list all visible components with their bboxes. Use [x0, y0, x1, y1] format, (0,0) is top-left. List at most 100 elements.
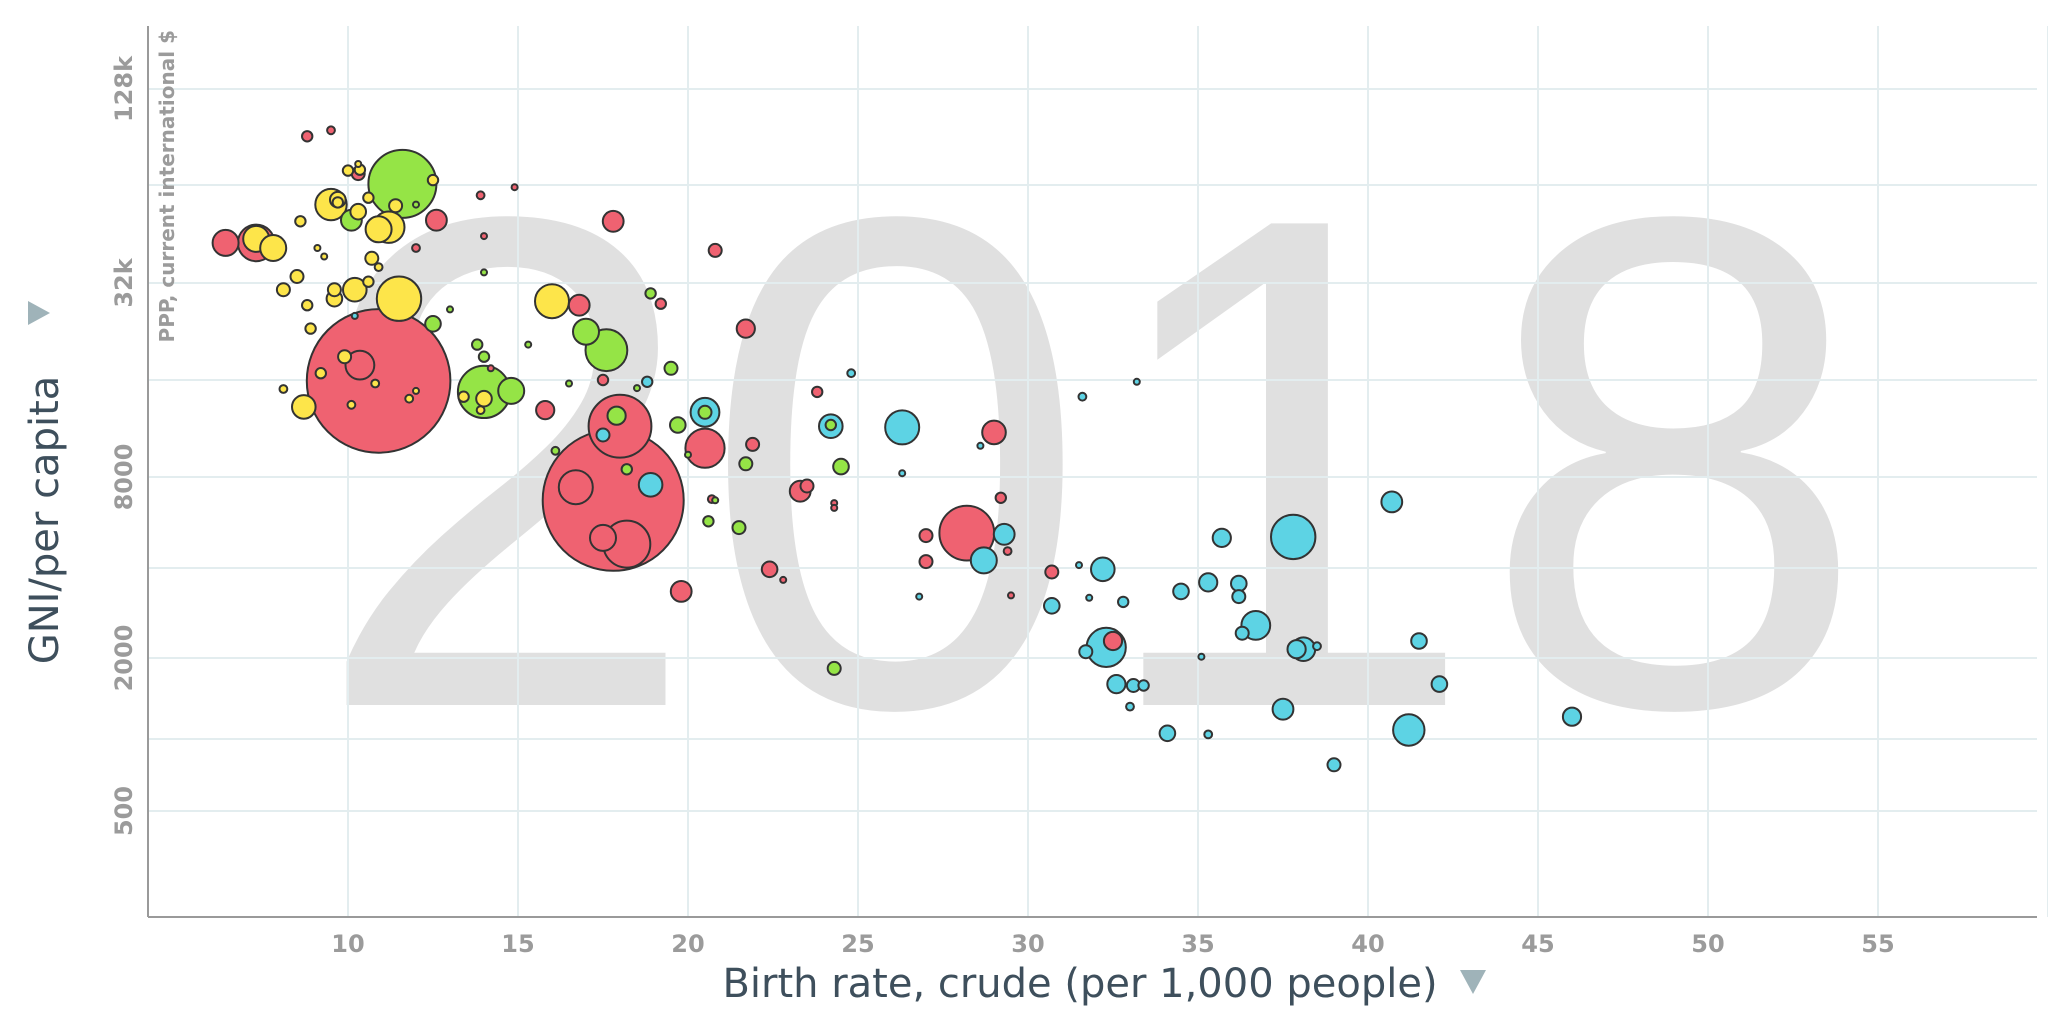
bubble-point[interactable]: [471, 338, 484, 351]
bubble-point[interactable]: [1271, 697, 1295, 721]
x-axis-title[interactable]: Birth rate, crude (per 1,000 people): [722, 961, 1437, 1007]
bubble-point[interactable]: [994, 491, 1007, 504]
bubble-point[interactable]: [1077, 391, 1088, 402]
bubble-point[interactable]: [1137, 679, 1150, 692]
bubble-point[interactable]: [535, 400, 556, 421]
bubble-point[interactable]: [846, 368, 857, 379]
bubble-point[interactable]: [341, 164, 355, 177]
bubble-point[interactable]: [1198, 572, 1219, 593]
bubble-point[interactable]: [370, 378, 381, 389]
bubble-point[interactable]: [595, 427, 611, 443]
bubble-point[interactable]: [350, 311, 359, 320]
bubble-point[interactable]: [702, 515, 715, 528]
bubble-point[interactable]: [373, 262, 384, 273]
bubble-point[interactable]: [824, 418, 837, 432]
y-axis-title-group[interactable]: GNI/per capita: [22, 301, 68, 664]
bubble-point[interactable]: [918, 554, 934, 570]
bubble-point[interactable]: [898, 469, 907, 478]
bubble-point[interactable]: [745, 436, 761, 452]
y-axis-menu-triangle-down-icon[interactable]: [28, 301, 50, 325]
bubble-point[interactable]: [663, 360, 679, 376]
bubble-point[interactable]: [475, 405, 486, 416]
bubble-point[interactable]: [1197, 652, 1206, 661]
bubble-point[interactable]: [344, 349, 376, 381]
bubble-point[interactable]: [669, 416, 687, 434]
bubble-point[interactable]: [259, 234, 288, 262]
bubble-point[interactable]: [587, 393, 653, 459]
bubble-point[interactable]: [486, 364, 495, 373]
bubble-point[interactable]: [981, 419, 1007, 446]
y-axis-title[interactable]: GNI/per capita: [22, 376, 68, 665]
bubble-point[interactable]: [832, 457, 850, 476]
bubble-point[interactable]: [289, 269, 305, 284]
bubble-point[interactable]: [425, 208, 448, 232]
bubble-point[interactable]: [375, 275, 423, 322]
bubble-point[interactable]: [669, 580, 693, 603]
bubble-point[interactable]: [1211, 527, 1232, 549]
bubble-point[interactable]: [779, 575, 788, 584]
bubble-point[interactable]: [1044, 564, 1060, 580]
bubble-point[interactable]: [480, 232, 488, 241]
bubble-point[interactable]: [362, 275, 375, 288]
bubble-point[interactable]: [684, 450, 692, 459]
bubble-point[interactable]: [1234, 625, 1250, 641]
bubble-point[interactable]: [1230, 574, 1248, 593]
bubble-point[interactable]: [364, 215, 393, 244]
bubble-point[interactable]: [557, 469, 594, 506]
bubble-point[interactable]: [760, 560, 779, 579]
bubble-point[interactable]: [294, 215, 307, 228]
bubble-point[interactable]: [1312, 641, 1322, 652]
bubble-point[interactable]: [1172, 582, 1190, 601]
bubble-point[interactable]: [1392, 713, 1426, 747]
bubble-point[interactable]: [738, 456, 754, 472]
bubble-point[interactable]: [1043, 597, 1061, 615]
x-axis-menu-triangle-down-icon[interactable]: [1460, 970, 1486, 994]
bubble-point[interactable]: [354, 160, 363, 168]
bubble-point[interactable]: [314, 367, 327, 380]
bubble-point[interactable]: [1102, 630, 1124, 652]
bubble-point[interactable]: [826, 660, 842, 676]
bubble-point[interactable]: [596, 373, 610, 387]
bubble-point[interactable]: [918, 528, 934, 544]
bubble-point[interactable]: [1286, 639, 1307, 660]
bubble-point[interactable]: [278, 384, 289, 394]
bubble-point[interactable]: [362, 191, 375, 204]
bubble-point[interactable]: [275, 282, 291, 298]
bubble-point[interactable]: [480, 268, 488, 277]
bubble-point[interactable]: [641, 375, 654, 388]
bubble-point[interactable]: [342, 276, 368, 303]
bubble-point[interactable]: [1125, 701, 1135, 712]
bubble-point[interactable]: [304, 322, 317, 335]
bubble-point[interactable]: [1326, 757, 1342, 773]
bubble-point[interactable]: [404, 393, 415, 404]
bubble-point[interactable]: [697, 404, 713, 420]
bubble-point[interactable]: [711, 496, 720, 505]
bubble-point[interactable]: [1203, 729, 1214, 740]
bubble-point[interactable]: [412, 386, 420, 395]
bubble-point[interactable]: [572, 317, 600, 346]
bubble-point[interactable]: [388, 198, 404, 214]
bubble-point[interactable]: [1085, 593, 1094, 602]
bubble-point[interactable]: [620, 463, 633, 476]
bubble-point[interactable]: [346, 399, 357, 410]
bubble-point[interactable]: [884, 409, 921, 446]
bubble-point[interactable]: [326, 125, 336, 136]
bubble-point[interactable]: [301, 130, 314, 143]
bubble-point[interactable]: [337, 349, 353, 365]
bubble-point[interactable]: [811, 385, 824, 399]
bubble-point[interactable]: [412, 200, 420, 209]
bubble-point[interactable]: [567, 293, 591, 317]
bubble-point[interactable]: [364, 250, 380, 266]
bubble-point[interactable]: [915, 592, 924, 601]
bubble-point[interactable]: [524, 340, 533, 349]
bubble-point[interactable]: [301, 299, 314, 312]
bubble-point[interactable]: [731, 520, 747, 536]
bubble-point[interactable]: [1380, 490, 1404, 514]
bubble-point[interactable]: [211, 228, 240, 257]
bubble-point[interactable]: [684, 427, 726, 469]
bubble-point[interactable]: [477, 350, 491, 363]
bubble-point[interactable]: [457, 390, 470, 403]
bubble-point[interactable]: [1270, 513, 1317, 561]
bubble-point[interactable]: [992, 522, 1016, 546]
bubble-point[interactable]: [644, 287, 657, 300]
